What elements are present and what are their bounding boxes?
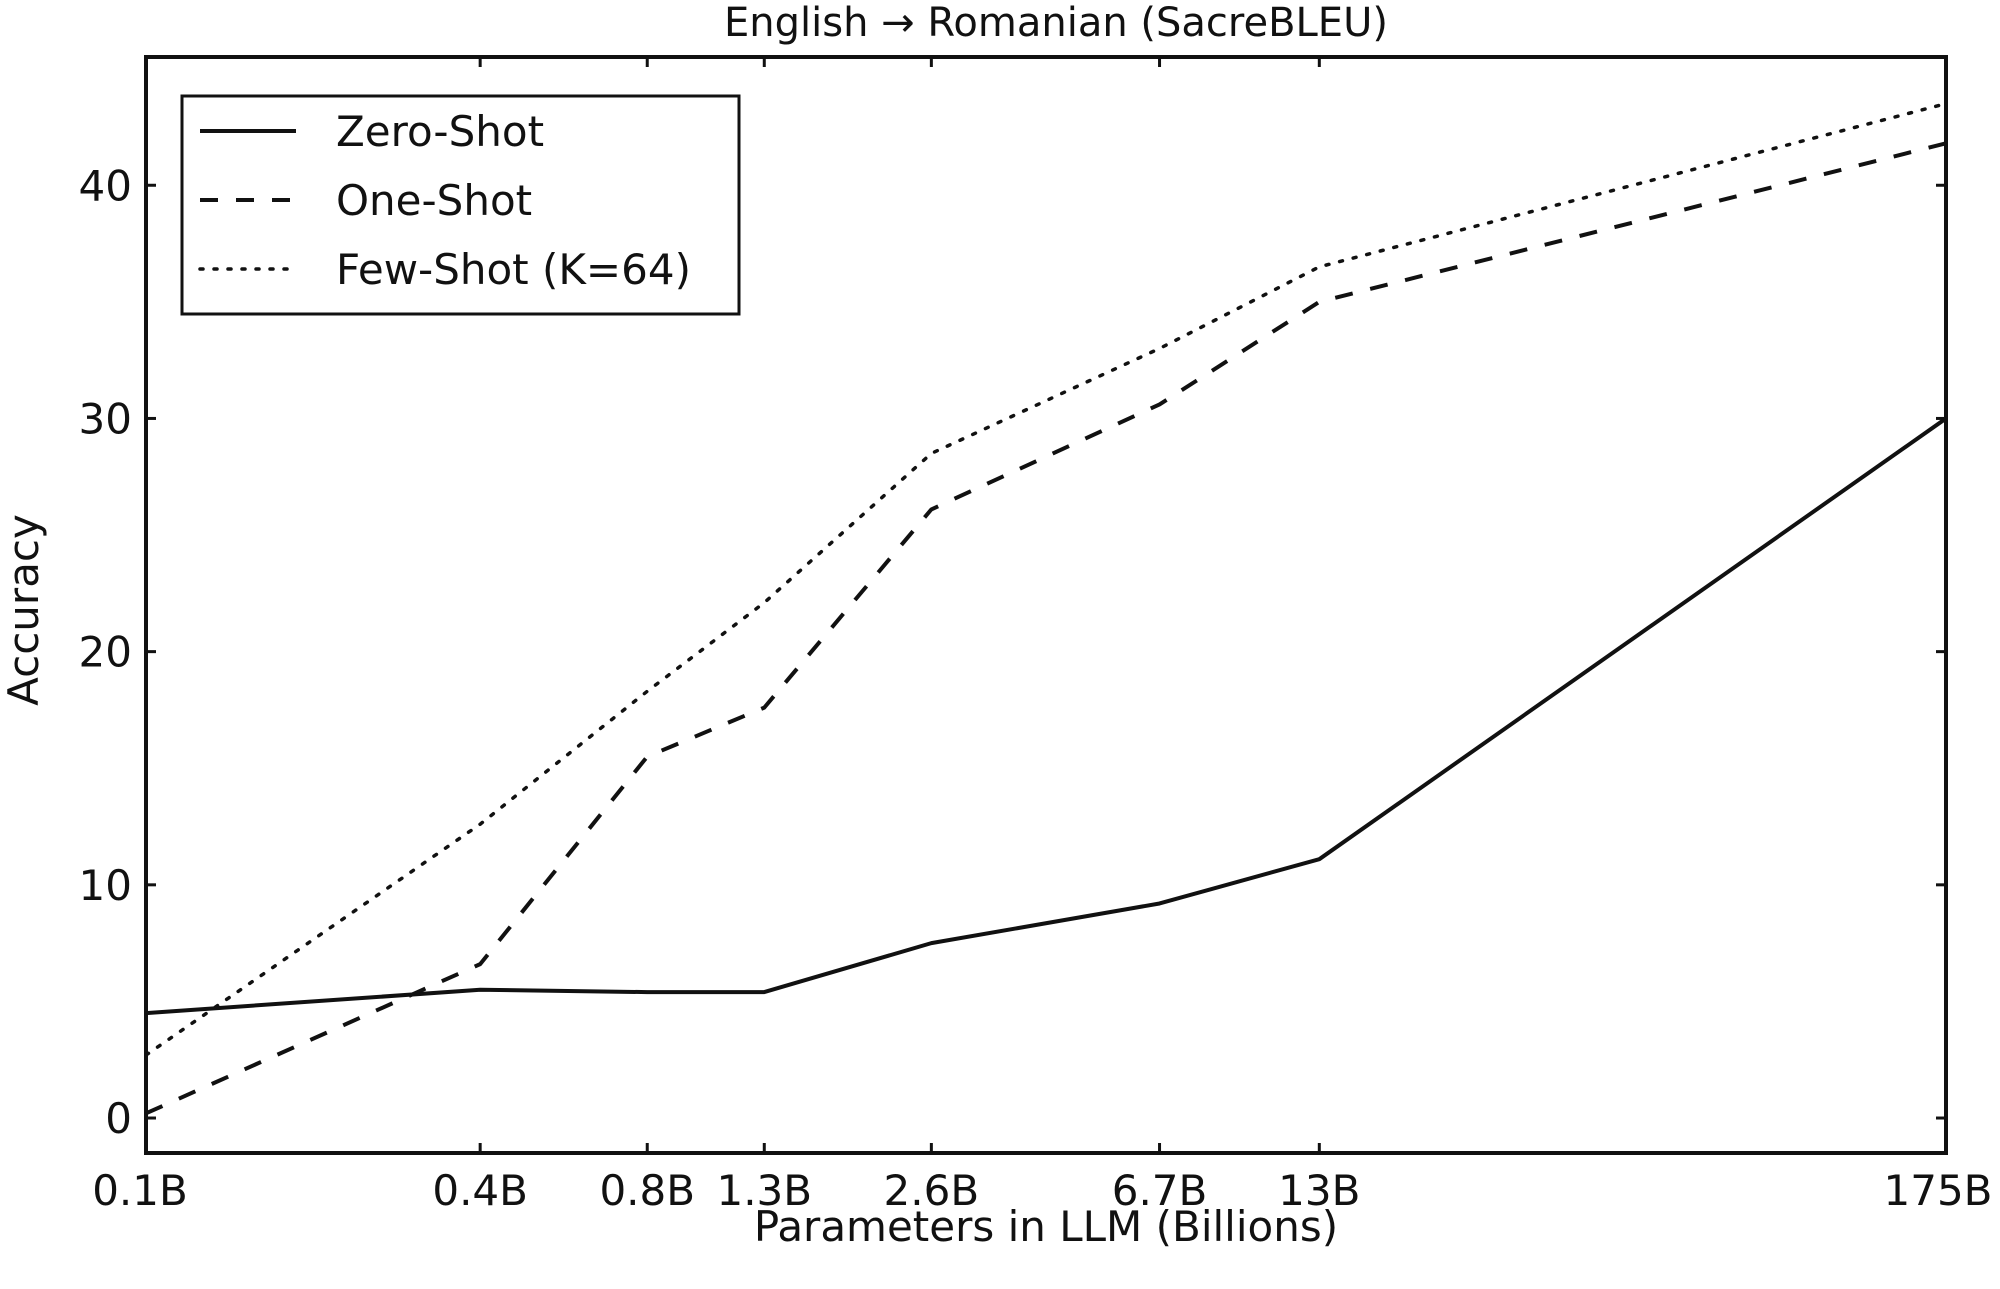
y-axis-ticks: 0 10 20 30 40: [79, 161, 1946, 1143]
x-axis-ticks: 0.1B 0.4B 0.8B 1.3B 2.6B 6.7B 13B 175B: [92, 57, 1992, 1215]
x-tick-label: 13B: [1278, 1166, 1360, 1215]
x-tick-label: 6.7B: [1112, 1166, 1208, 1215]
y-axis-label: Accuracy: [0, 514, 48, 706]
legend-items: Zero-Shot One-Shot Few-Shot (K=64): [198, 107, 691, 294]
y-tick-label: 0: [105, 1094, 132, 1143]
series-line: [145, 416, 1948, 1016]
x-tick-label: 2.6B: [884, 1166, 980, 1215]
x-tick-label: 175B: [1884, 1166, 1993, 1215]
legend-label: Few-Shot (K=64): [336, 245, 691, 294]
y-tick-label: 10: [79, 861, 132, 910]
plot-area-frame: [144, 55, 1948, 1155]
x-tick-label: 1.3B: [716, 1166, 812, 1215]
series-line: [145, 141, 1947, 1116]
series-zero-shot: [145, 416, 1948, 1016]
legend-label: One-Shot: [336, 176, 532, 225]
series-one-shot: [145, 141, 1947, 1116]
chart-title: English → Romanian (SacreBLEU): [724, 0, 1388, 46]
legend-label: Zero-Shot: [336, 107, 544, 156]
series-layer: [144, 101, 1948, 1116]
y-tick-label: 30: [79, 394, 132, 443]
x-tick-label: 0.8B: [599, 1166, 695, 1215]
x-axis-label: Parameters in LLM (Billions): [754, 1202, 1338, 1251]
x-tick-label: 0.4B: [432, 1166, 528, 1215]
x-tick-label: 0.1B: [92, 1166, 188, 1215]
legend: Zero-Shot One-Shot Few-Shot (K=64): [180, 94, 741, 316]
y-tick-label: 20: [79, 628, 132, 677]
y-tick-label: 40: [79, 161, 132, 210]
